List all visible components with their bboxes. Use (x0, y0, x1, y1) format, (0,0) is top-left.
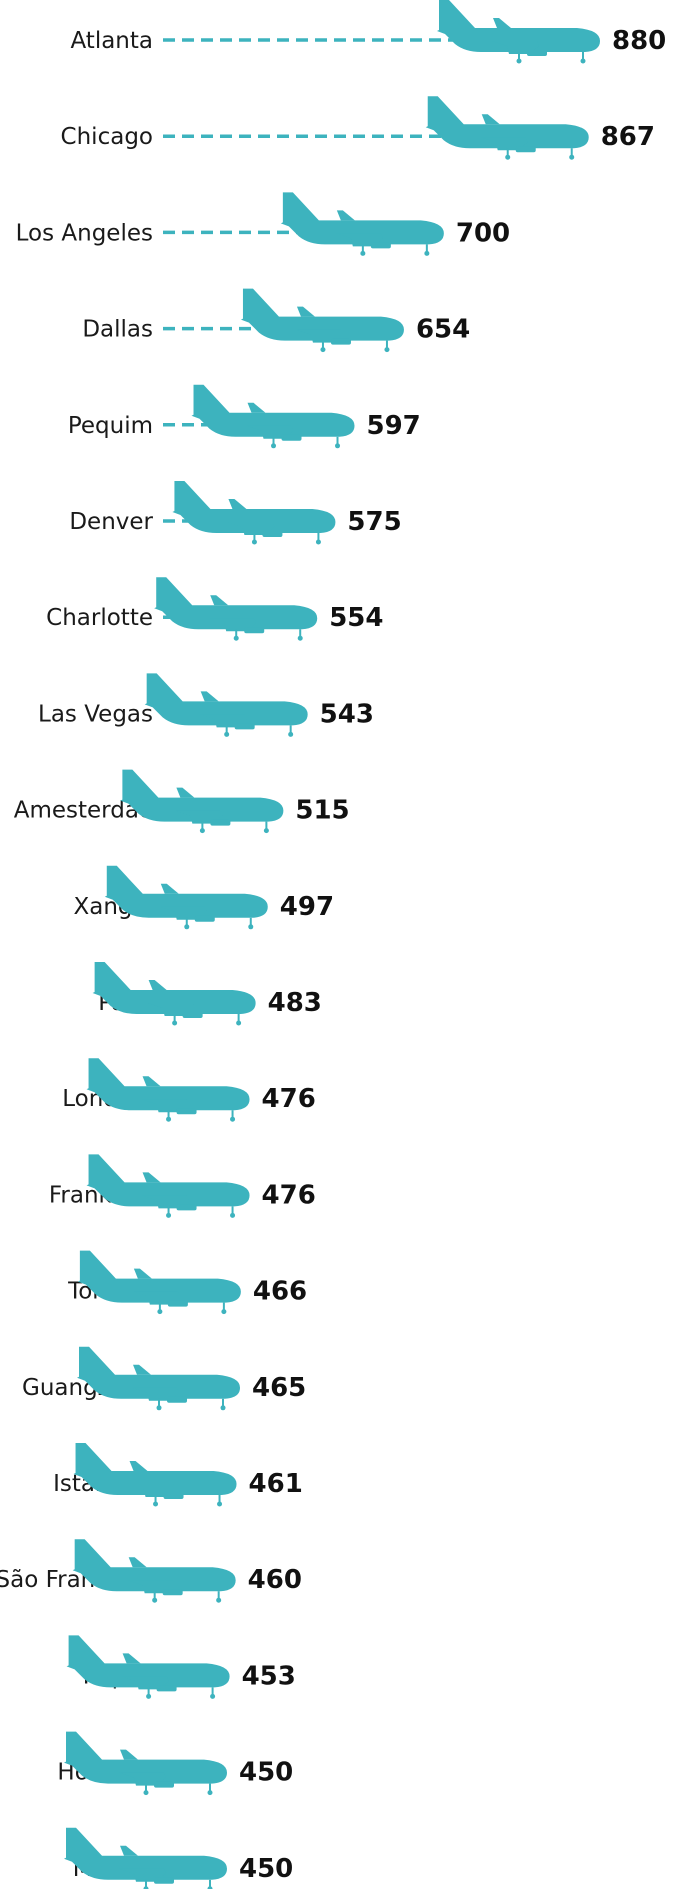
airplane-icon (144, 673, 308, 737)
airplane-icon (64, 1827, 227, 1889)
value-label: 465 (252, 1373, 306, 1403)
value-label: 466 (253, 1277, 307, 1307)
value-label: 543 (320, 699, 374, 729)
value-label: 460 (248, 1565, 302, 1595)
category-label: Denver (69, 509, 153, 535)
value-label: 575 (347, 507, 401, 537)
bar-row: Houston450 (57, 1731, 293, 1796)
airplane-icon (73, 1443, 237, 1507)
bar-row: Xangai 497 (73, 865, 334, 930)
category-label: Los Angeles (16, 220, 153, 246)
value-label: 483 (268, 988, 322, 1018)
bar-row: Atlanta 880 (70, 0, 666, 64)
airplane-icon (191, 384, 355, 449)
airplane-icon (77, 1346, 241, 1411)
bar-row: Dallas 654 (82, 288, 470, 353)
airplane-icon (72, 1539, 236, 1603)
airplane-icon (154, 577, 318, 641)
value-label: 461 (249, 1469, 303, 1499)
category-label: Chicago (61, 124, 153, 150)
airplane-icon (120, 769, 284, 834)
value-label: 476 (262, 1084, 316, 1114)
category-label: Dallas (82, 317, 153, 343)
airplane-icon (92, 962, 256, 1026)
airplane-icon (172, 481, 336, 545)
bar-row: Guangzhou 465 (22, 1346, 306, 1411)
value-label: 476 (262, 1180, 316, 1210)
airplane-icon (86, 1058, 250, 1122)
bar-row: Paris483 (92, 962, 322, 1026)
bar-row: São Francisco 460 (0, 1539, 302, 1603)
value-label: 867 (601, 122, 655, 152)
bar-row: Denver 575 (69, 481, 402, 545)
category-label: Las Vegas (38, 701, 153, 727)
airplane-icon (66, 1635, 230, 1699)
value-label: 497 (280, 892, 334, 922)
bar-row: Los Angeles 700 (16, 192, 510, 256)
value-label: 450 (239, 1758, 293, 1788)
airplane-icon (64, 1731, 227, 1796)
bar-row: Amesterdão 515 (14, 769, 350, 834)
value-label: 554 (329, 603, 383, 633)
airplane-icon (77, 1250, 241, 1315)
bar-row: Toronto466 (67, 1250, 307, 1315)
value-label: 880 (612, 26, 666, 56)
airplane-icon (437, 0, 600, 64)
airplane-icon (240, 288, 404, 353)
airplane-icon (86, 1154, 250, 1218)
category-label: Pequim (68, 413, 153, 439)
value-label: 654 (416, 315, 470, 345)
value-label: 450 (239, 1854, 293, 1884)
value-label: 515 (295, 796, 349, 826)
bar-row: Las Vegas 543 (38, 673, 374, 737)
bar-row: Frankfurt 476 (49, 1154, 316, 1218)
bar-row: Charlotte 554 (46, 577, 383, 641)
category-label: Atlanta (70, 28, 153, 54)
airplane-icon (280, 192, 444, 256)
bar-row: Istambul461 (53, 1443, 303, 1507)
bar-row: Pequim 597 (68, 384, 421, 449)
value-label: 700 (456, 218, 510, 248)
value-label: 453 (242, 1661, 296, 1691)
bar-row: México450 (64, 1827, 293, 1889)
airplane-icon (104, 865, 268, 930)
bar-row: Tóquio453 (66, 1635, 296, 1699)
bar-row: Chicago 867 (61, 96, 655, 160)
airplane-icon (425, 96, 589, 160)
value-label: 597 (367, 411, 421, 441)
bar-row: Londres476 (62, 1058, 316, 1122)
category-label: Charlotte (46, 605, 153, 631)
